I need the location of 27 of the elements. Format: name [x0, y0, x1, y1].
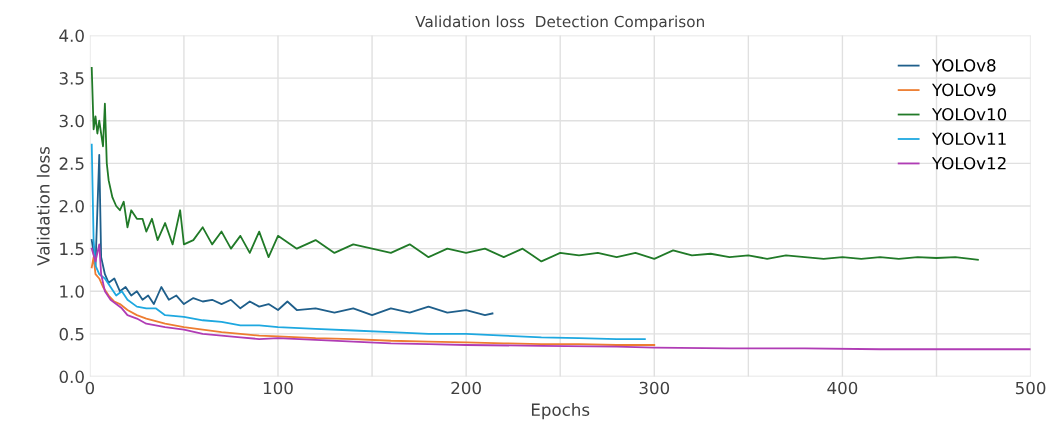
line-series [90, 256, 656, 346]
y-tick-label: 4.0 [59, 29, 84, 43]
x-tick-label: 100 [263, 381, 293, 395]
y-tick-label: 0.0 [59, 370, 84, 384]
y-tick-label: 1.0 [60, 285, 84, 298]
legend-label: YOLOv11 [931, 132, 1006, 146]
y-axis-title: Validation loss [36, 146, 50, 266]
y-tick-label: 2.5 [59, 157, 84, 170]
y-tick-label: 2.0 [59, 199, 84, 213]
x-tick-label: 200 [451, 381, 481, 395]
y-tick-label: 1.5 [60, 242, 84, 256]
x-tick-label: 300 [639, 381, 670, 395]
x-tick-label: 400 [827, 381, 858, 395]
line-series [90, 143, 646, 340]
legend-label: YOLOv9 [931, 83, 996, 97]
y-tick-label: 3.5 [59, 72, 84, 85]
x-tick-label: 500 [1015, 381, 1046, 395]
y-tick-label: 3.0 [59, 114, 84, 128]
x-tick-label: 0 [85, 381, 95, 395]
line-series [90, 153, 494, 317]
x-axis-title: Epochs [531, 403, 590, 420]
line-series [90, 243, 1031, 351]
chart-title: Validation loss Detection Comparison [415, 15, 704, 31]
y-tick-label: 0.5 [59, 327, 84, 341]
legend-label: YOLOv12 [931, 156, 1006, 170]
legend-label: YOLOv10 [931, 107, 1007, 121]
legend-label: YOLOv8 [931, 59, 996, 72]
